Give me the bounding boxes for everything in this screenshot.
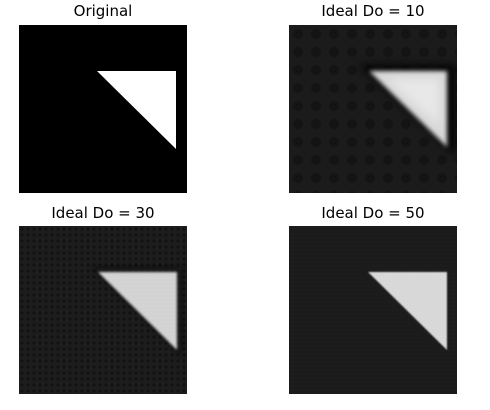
panel-title-ideal-30: Ideal Do = 30 xyxy=(51,204,155,222)
image-ideal-do-50 xyxy=(289,226,457,394)
image-ideal-do-10 xyxy=(289,25,457,193)
panel-title-ideal-50: Ideal Do = 50 xyxy=(321,204,425,222)
panel-title-original: Original xyxy=(73,2,133,20)
panel-title-ideal-10: Ideal Do = 10 xyxy=(321,2,425,20)
image-original xyxy=(19,25,187,193)
image-ideal-do-30 xyxy=(19,226,187,394)
